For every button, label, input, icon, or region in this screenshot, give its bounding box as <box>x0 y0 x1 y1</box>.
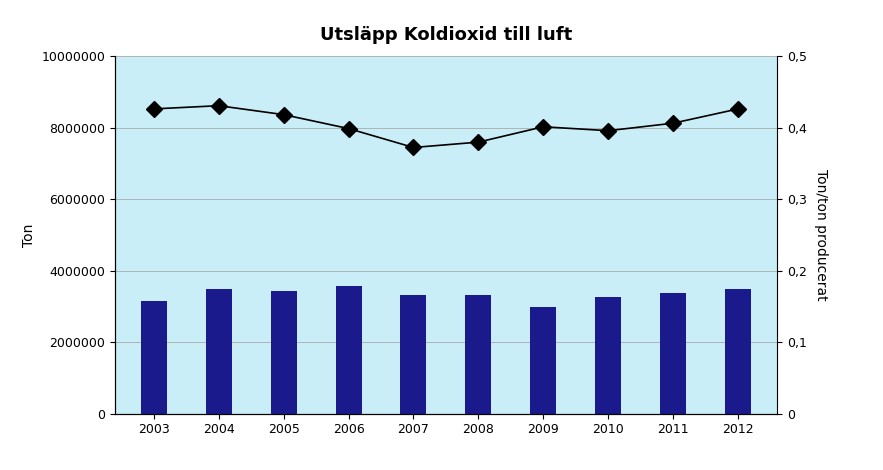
Bar <box>140 301 167 414</box>
Y-axis label: Ton: Ton <box>22 223 35 247</box>
Title: Utsläpp Koldioxid till luft: Utsläpp Koldioxid till luft <box>320 26 572 44</box>
Bar <box>660 292 686 414</box>
Bar <box>531 307 556 414</box>
Bar <box>270 291 297 414</box>
Bar <box>465 295 491 414</box>
Bar <box>595 297 622 414</box>
Bar <box>336 286 361 414</box>
Bar <box>206 289 231 414</box>
Y-axis label: Ton/ton producerat: Ton/ton producerat <box>813 169 827 301</box>
Bar <box>725 289 751 414</box>
Bar <box>401 295 426 414</box>
